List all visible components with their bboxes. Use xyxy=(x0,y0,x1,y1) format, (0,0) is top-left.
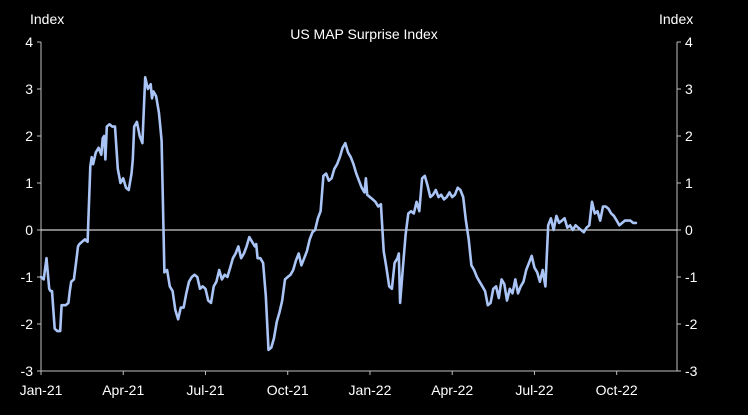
left-y-tick-label: 0 xyxy=(25,222,33,238)
x-tick-label: Jul-21 xyxy=(186,382,224,398)
right-y-tick-label: 2 xyxy=(685,128,693,144)
axes: -3 -3 -2 -2 -1 -1 0 0 1 1 2 2 3 3 4 4 Jan-21 Apr-21 Jul-21… xyxy=(20,34,698,398)
series-group xyxy=(39,76,638,352)
right-axis-title: Index xyxy=(659,11,693,27)
left-axis-title: Index xyxy=(30,11,64,27)
left-y-tick-label: 3 xyxy=(25,81,33,97)
series-line xyxy=(39,76,638,352)
right-y-tick-label: -2 xyxy=(685,316,698,332)
right-y-tick-label: -1 xyxy=(685,269,698,285)
x-tick-label: Apr-22 xyxy=(431,382,473,398)
x-tick-label: Oct-21 xyxy=(267,382,309,398)
left-y-tick-label: 2 xyxy=(25,128,33,144)
right-y-tick-label: -3 xyxy=(685,363,698,379)
left-y-tick-label: -1 xyxy=(21,269,34,285)
right-y-tick-label: 0 xyxy=(685,222,693,238)
x-tick-label: Apr-21 xyxy=(102,382,144,398)
right-y-tick-label: 4 xyxy=(685,34,693,50)
x-tick-label: Jan-22 xyxy=(349,382,392,398)
left-y-tick-label: 4 xyxy=(25,34,33,50)
x-tick-label: Jul-22 xyxy=(515,382,553,398)
left-y-tick-label: 1 xyxy=(25,175,33,191)
chart-title: US MAP Surprise Index xyxy=(290,26,438,42)
right-y-tick-label: 3 xyxy=(685,81,693,97)
x-tick-label: Jan-21 xyxy=(20,382,63,398)
left-y-tick-label: -2 xyxy=(21,316,34,332)
x-tick-label: Oct-22 xyxy=(596,382,638,398)
left-y-tick-label: -3 xyxy=(21,363,34,379)
right-y-tick-label: 1 xyxy=(685,175,693,191)
